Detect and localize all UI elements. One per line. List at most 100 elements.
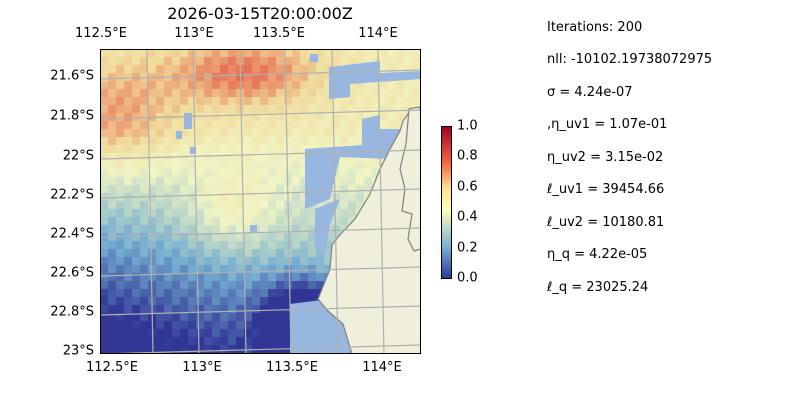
heatmap-cell [108,169,117,178]
heatmap-cell [188,49,197,58]
heatmap-cell [220,57,229,66]
heatmap-cell [132,233,141,242]
heatmap-cell [156,129,165,138]
heatmap-cell [156,289,165,298]
heatmap-cell [108,177,117,186]
heatmap-cell [220,169,229,178]
heatmap-cell [156,257,165,266]
heatmap-cell [140,265,149,274]
heatmap-cell [172,241,181,250]
parallel-line [100,344,421,354]
heatmap-cell [404,89,413,98]
heatmap-cell [260,145,269,154]
heatmap-cell [204,153,213,162]
heatmap-cell [396,105,405,114]
heatmap-cell [196,217,205,226]
heatmap-cell [164,105,173,114]
heatmap-cell [220,209,229,218]
heatmap-cell [188,273,197,282]
heatmap-cell [316,113,325,122]
heatmap-cell [108,257,117,266]
heatmap-cell [348,201,357,210]
heatmap-cell [116,57,125,66]
heatmap-cell [284,265,293,274]
heatmap-cell [204,233,213,242]
heatmap-cell [372,49,381,58]
heatmap-cell [188,289,197,298]
heatmap-cell [284,249,293,258]
heatmap-cell [308,225,317,234]
heatmap-cell [180,169,189,178]
lat-tick: 21.6°S [50,68,94,84]
heatmap-cell [260,57,269,66]
heatmap-cell [228,73,237,82]
heatmap-cell [100,129,109,138]
heatmap-cell [116,217,125,226]
heatmap-cell [244,233,253,242]
heatmap-cell [180,329,189,338]
heatmap-cell [220,177,229,186]
heatmap-cell [396,65,405,74]
heatmap-cell [220,193,229,202]
heatmap-cell [108,273,117,282]
heatmap-cell [276,249,285,258]
heatmap-cell [100,217,109,226]
heatmap-cell [364,169,373,178]
heatmap-cell [300,161,309,170]
heatmap-cell [252,249,261,258]
heatmap-cell [300,121,309,130]
heatmap-cell [236,329,245,338]
heatmap-cell [164,297,173,306]
heatmap-cell [252,265,261,274]
heatmap-cell [268,153,277,162]
heatmap-cell [204,81,213,90]
heatmap-cell [220,129,229,138]
heatmap-cell [100,113,109,122]
heatmap-cell [380,65,389,74]
heatmap-cell [292,217,301,226]
heatmap-cell [164,273,173,282]
heatmap-cell [116,161,125,170]
heatmap-cell [412,57,421,66]
heatmap-cell [332,137,341,146]
heatmap-cell [300,177,309,186]
heatmap-cell [220,73,229,82]
heatmap-cell [108,225,117,234]
heatmap-cell [284,145,293,154]
heatmap-cell [300,129,309,138]
heatmap-cell [396,57,405,66]
heatmap-cell [132,217,141,226]
heatmap-cell [260,177,269,186]
heatmap-cell [164,241,173,250]
heatmap-cell [228,97,237,106]
heatmap-cell [124,297,133,306]
heatmap-cell [324,97,333,106]
heatmap-cell [108,337,117,346]
heatmap-cell [188,153,197,162]
heatmap-cell [252,217,261,226]
heatmap-cell [188,89,197,98]
heatmap-cell [124,177,133,186]
heatmap-cell [276,81,285,90]
heatmap-cell [188,305,197,314]
heatmap-cell [276,145,285,154]
heatmap-cell [124,305,133,314]
parallel-line [100,69,421,80]
heatmap-cell [140,89,149,98]
heatmap-cell [196,169,205,178]
heatmap-cell [228,89,237,98]
heatmap-cell [284,241,293,250]
heatmap-cell [228,281,237,290]
heatmap-cell [108,297,117,306]
heatmap-cell [172,329,181,338]
heatmap-cell [156,185,165,194]
heatmap-cell [364,177,373,186]
heatmap-cell [244,305,253,314]
heatmap-cell [212,305,221,314]
heatmap-cell [260,289,269,298]
lon-tick-top: 114°E [358,26,398,41]
heatmap-cell [132,201,141,210]
heatmap-cell [404,49,413,58]
heatmap-cell [252,49,261,58]
heatmap-cell [204,169,213,178]
